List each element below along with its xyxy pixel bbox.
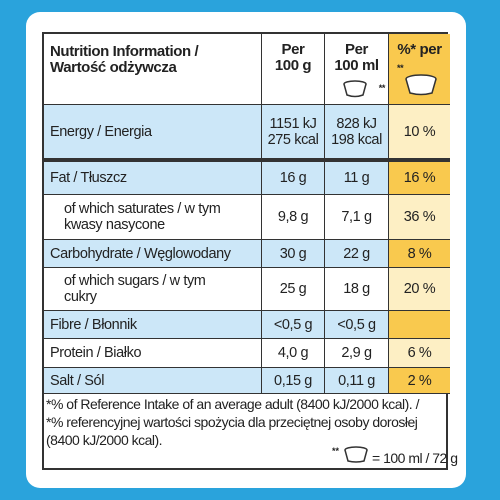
mark: ** bbox=[378, 83, 386, 93]
text-line: Per bbox=[345, 41, 368, 58]
text-line: kwasy nasycone bbox=[64, 217, 165, 233]
row-percent: 2 % bbox=[389, 368, 450, 394]
text-line: of which sugars / w tym bbox=[64, 273, 206, 289]
text-line: 4,0 g bbox=[277, 345, 309, 361]
cup-icon bbox=[344, 446, 368, 463]
text-line: Nutrition Information / bbox=[50, 43, 199, 60]
row-percent: 6 % bbox=[389, 339, 450, 368]
row-percent: 16 % bbox=[389, 162, 450, 195]
mark: ** bbox=[397, 63, 404, 73]
text-line: 198 kcal bbox=[331, 131, 382, 148]
text-line: 100 g bbox=[274, 57, 312, 74]
row-value: <0,5 g bbox=[325, 311, 389, 339]
row-value: 25 g bbox=[262, 268, 325, 311]
row-value: 0,15 g bbox=[262, 368, 325, 394]
serving-mark: ** bbox=[332, 446, 340, 456]
text-line: 828 kJ bbox=[336, 115, 377, 132]
text-line: 16 % bbox=[403, 170, 436, 186]
text-line: %* per bbox=[397, 41, 442, 58]
text-line: 0,11 g bbox=[338, 372, 375, 389]
row-label: of which saturates / w tym kwasy nasycone bbox=[44, 195, 262, 240]
header-label: Nutrition Information / Wartość odżywcza bbox=[44, 34, 262, 105]
cup-icon bbox=[343, 80, 367, 98]
row-value: <0,5 g bbox=[262, 311, 325, 339]
row-value: 11 g bbox=[325, 162, 389, 195]
text-line: 1151 kJ bbox=[269, 115, 317, 132]
text-line: Salt / Sól bbox=[50, 372, 105, 389]
text-line: 9,8 g bbox=[277, 209, 309, 225]
row-value: 828 kJ 198 kcal bbox=[325, 105, 389, 162]
row-label: Energy / Energia bbox=[44, 105, 262, 162]
row-percent: 36 % bbox=[389, 195, 450, 240]
text-line: 2 % bbox=[407, 372, 432, 389]
row-label: Fibre / Błonnik bbox=[44, 311, 262, 339]
footnote-line: *% of Reference Intake of an average adu… bbox=[46, 396, 419, 412]
text-line: 0,15 g bbox=[274, 372, 312, 389]
text-line: 36 % bbox=[403, 209, 436, 225]
row-value: 1151 kJ 275 kcal bbox=[262, 105, 325, 162]
row-value: 9,8 g bbox=[262, 195, 325, 240]
text-line: 11 g bbox=[343, 170, 370, 186]
row-value: 30 g bbox=[262, 240, 325, 268]
row-value: 2,9 g bbox=[325, 339, 389, 368]
text-line: 100 ml bbox=[334, 57, 379, 74]
row-percent bbox=[389, 311, 450, 339]
row-value: 22 g bbox=[325, 240, 389, 268]
row-value: 4,0 g bbox=[262, 339, 325, 368]
text-line: <0,5 g bbox=[273, 316, 313, 333]
text-line: 275 kcal bbox=[267, 131, 319, 148]
row-percent: 8 % bbox=[389, 240, 450, 268]
text-line: Fibre / Błonnik bbox=[50, 316, 137, 333]
text-line: <0,5 g bbox=[337, 316, 376, 333]
serving-text: = 100 ml / 72 g bbox=[372, 450, 458, 466]
text-line: 30 g bbox=[279, 245, 307, 262]
row-value: 18 g bbox=[325, 268, 389, 311]
row-value: 0,11 g bbox=[325, 368, 389, 394]
row-percent: 10 % bbox=[389, 105, 450, 162]
text-line: 10 % bbox=[403, 123, 436, 140]
text-line: Per bbox=[281, 41, 305, 58]
text-line: Wartość odżywcza bbox=[50, 59, 177, 76]
text-line: 7,1 g bbox=[341, 209, 372, 225]
text-line: 6 % bbox=[407, 345, 432, 361]
footnote-line: (8400 kJ/2000 kcal). bbox=[46, 432, 163, 448]
text-line: Fat / Tłuszcz bbox=[50, 170, 127, 186]
row-percent: 20 % bbox=[389, 268, 450, 311]
text-line: Energy / Energia bbox=[50, 123, 152, 140]
header-per100g: Per 100 g bbox=[262, 34, 325, 105]
row-label: Salt / Sól bbox=[44, 368, 262, 394]
row-value: 16 g bbox=[262, 162, 325, 195]
text-line: cukry bbox=[64, 289, 97, 305]
text-line: 2,9 g bbox=[341, 345, 372, 361]
row-label: Fat / Tłuszcz bbox=[44, 162, 262, 195]
text-line: 20 % bbox=[403, 281, 436, 297]
row-value: 7,1 g bbox=[325, 195, 389, 240]
row-label: Carbohydrate / Węglowodany bbox=[44, 240, 262, 268]
text-line: Protein / Białko bbox=[50, 345, 142, 361]
text-line: 18 g bbox=[343, 281, 370, 297]
row-label: Protein / Białko bbox=[44, 339, 262, 368]
text-line: 22 g bbox=[343, 245, 370, 262]
footnote-line: *% referencyjnej wartości spożycia dla p… bbox=[46, 414, 418, 430]
text-line: Carbohydrate / Węglowodany bbox=[50, 245, 231, 262]
text-line: 8 % bbox=[407, 245, 432, 262]
cup-icon bbox=[405, 74, 437, 96]
text-line: of which saturates / w tym bbox=[64, 201, 221, 217]
text-line: 25 g bbox=[279, 281, 307, 297]
row-label: of which sugars / w tym cukry bbox=[44, 268, 262, 311]
nutrition-table: Nutrition Information / Wartość odżywcza P… bbox=[42, 32, 450, 470]
text-line: 16 g bbox=[279, 170, 307, 186]
